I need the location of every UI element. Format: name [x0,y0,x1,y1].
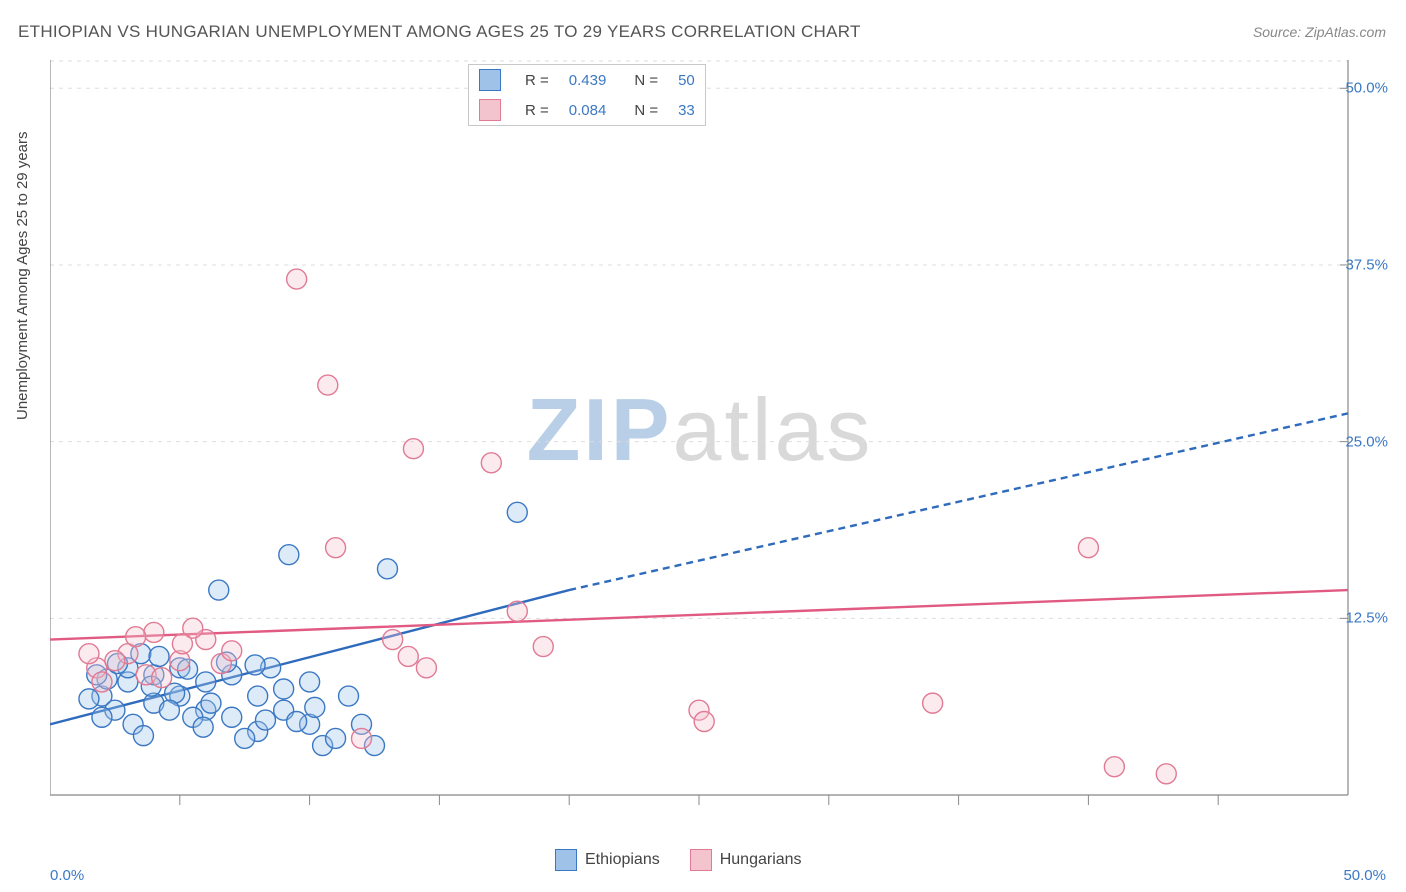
n-label: N = [616,65,668,95]
legend-swatch [555,849,577,871]
chart-svg [50,60,1350,830]
y-tick-label: 12.5% [1345,610,1388,627]
x-axis-origin-label: 0.0% [50,867,84,884]
y-axis-label: Unemployment Among Ages 25 to 29 years [14,131,31,420]
legend-label: Hungarians [720,851,802,869]
legend-swatch [479,99,501,121]
source-citation: Source: ZipAtlas.com [1253,24,1386,40]
legend-row: R =0.439N =50 [469,65,705,95]
legend-label: Ethiopians [585,851,660,869]
x-axis-max-label: 50.0% [1343,867,1386,884]
r-label: R = [515,95,559,125]
r-label: R = [515,65,559,95]
legend-swatch [690,849,712,871]
correlation-legend: R =0.439N =50R =0.084N =33 [468,64,706,126]
n-label: N = [616,95,668,125]
n-value: 50 [668,65,705,95]
legend-row: R =0.084N =33 [469,95,705,125]
series-legend: Ethiopians Hungarians [555,849,832,876]
r-value: 0.084 [559,95,617,125]
y-tick-label: 50.0% [1345,80,1388,97]
y-tick-label: 25.0% [1345,433,1388,450]
y-tick-label: 37.5% [1345,256,1388,273]
n-value: 33 [668,95,705,125]
r-value: 0.439 [559,65,617,95]
chart-title: ETHIOPIAN VS HUNGARIAN UNEMPLOYMENT AMON… [18,22,861,42]
legend-item: Ethiopians [555,849,660,871]
legend-item: Hungarians [690,849,802,871]
scatter-chart: ZIPatlas [50,60,1350,830]
legend-swatch [479,69,501,91]
